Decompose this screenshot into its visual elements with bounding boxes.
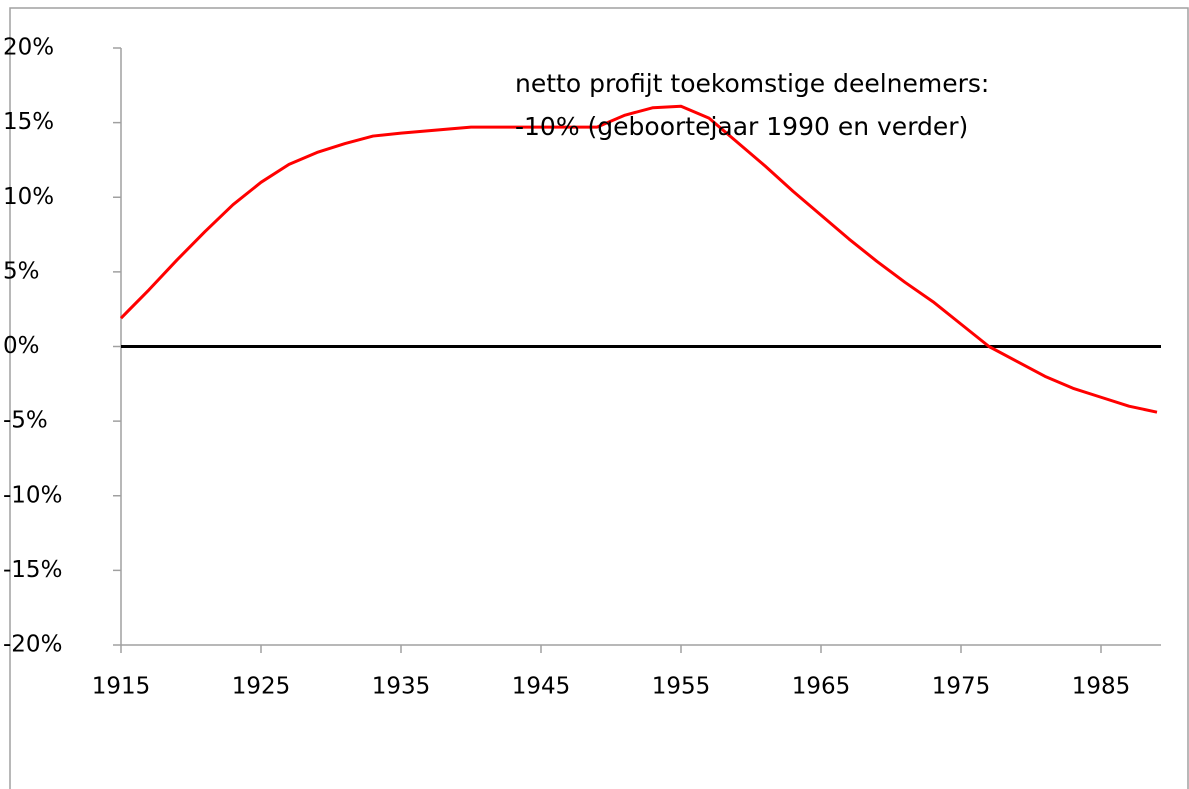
y-tick-label: -10% [3, 482, 62, 508]
y-tick-label: 15% [3, 109, 54, 135]
x-tick-label: 1955 [652, 674, 711, 700]
y-tick-label: -20% [3, 632, 62, 658]
chart-frame [9, 7, 1189, 789]
x-tick-label: 1965 [792, 674, 851, 700]
annotation: -10% (geboortejaar 1990 en verder) [515, 112, 968, 141]
y-tick-label: 5% [3, 258, 40, 284]
x-tick-label: 1945 [512, 674, 571, 700]
x-tick-label: 1915 [92, 674, 151, 700]
data-line [119, 104, 1158, 414]
x-tick-label: 1925 [232, 674, 291, 700]
y-tick-label: 10% [3, 184, 54, 210]
y-tick-label: -5% [3, 408, 48, 434]
y-tick-label: 20% [3, 35, 54, 61]
x-tick-label: 1935 [372, 674, 431, 700]
x-tick-label: 1985 [1072, 674, 1131, 700]
y-tick-label: 0% [3, 333, 40, 359]
annotation: netto profijt toekomstige deelnemers: [515, 69, 989, 98]
y-tick-label: -15% [3, 557, 62, 583]
x-tick-label: 1975 [932, 674, 991, 700]
